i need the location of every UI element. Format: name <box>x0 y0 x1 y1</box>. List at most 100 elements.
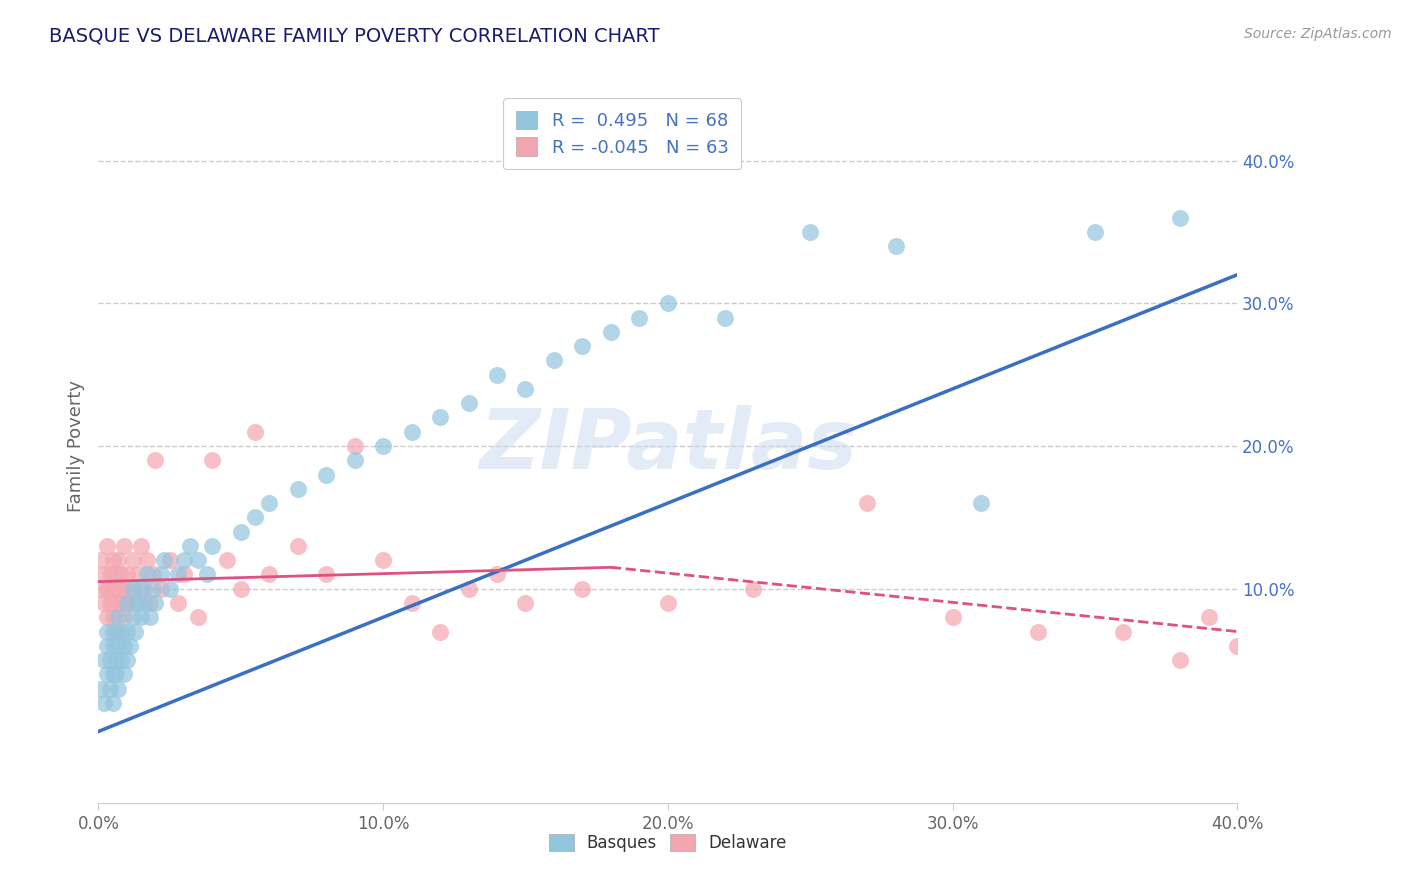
Legend: Basques, Delaware: Basques, Delaware <box>541 827 794 859</box>
Point <box>118 639 141 653</box>
Text: Source: ZipAtlas.com: Source: ZipAtlas.com <box>1244 27 1392 41</box>
Point <box>1084 225 1107 239</box>
Point <box>93 696 115 710</box>
Point <box>543 353 565 368</box>
Point <box>127 596 149 610</box>
Point <box>121 610 143 624</box>
Point <box>167 596 190 610</box>
Point <box>150 582 173 596</box>
Point <box>515 596 537 610</box>
Point <box>101 582 124 596</box>
Point <box>98 567 121 582</box>
Point <box>159 582 181 596</box>
Point <box>970 496 993 510</box>
Point <box>714 310 737 325</box>
Point <box>115 596 138 610</box>
Point <box>173 553 195 567</box>
Point <box>742 582 765 596</box>
Point <box>132 596 155 610</box>
Point <box>799 225 821 239</box>
Point <box>657 596 679 610</box>
Point <box>98 681 121 696</box>
Point <box>98 653 121 667</box>
Point <box>96 667 118 681</box>
Point <box>93 567 115 582</box>
Point <box>107 639 129 653</box>
Point <box>90 681 112 696</box>
Point <box>401 425 423 439</box>
Point <box>1026 624 1049 639</box>
Point <box>112 582 135 596</box>
Point <box>101 667 124 681</box>
Point <box>229 582 252 596</box>
Point <box>135 567 157 582</box>
Point <box>110 624 132 639</box>
Point <box>343 453 366 467</box>
Text: ZIPatlas: ZIPatlas <box>479 406 856 486</box>
Point <box>1170 653 1192 667</box>
Point <box>457 396 479 410</box>
Point <box>942 610 965 624</box>
Point <box>96 539 118 553</box>
Point <box>101 553 124 567</box>
Point <box>138 596 160 610</box>
Point <box>107 553 129 567</box>
Point <box>229 524 252 539</box>
Point <box>101 639 124 653</box>
Point <box>101 696 124 710</box>
Point <box>1170 211 1192 225</box>
Point <box>138 610 160 624</box>
Point <box>343 439 366 453</box>
Point <box>107 610 129 624</box>
Point <box>96 610 118 624</box>
Point <box>127 567 149 582</box>
Point <box>315 567 337 582</box>
Point <box>657 296 679 310</box>
Point <box>107 681 129 696</box>
Point <box>429 624 451 639</box>
Point <box>104 653 127 667</box>
Point <box>98 596 121 610</box>
Point <box>243 510 266 524</box>
Point <box>115 567 138 582</box>
Point <box>107 582 129 596</box>
Point <box>110 596 132 610</box>
Point <box>486 567 509 582</box>
Point <box>93 596 115 610</box>
Point <box>101 624 124 639</box>
Point <box>121 553 143 567</box>
Point <box>124 624 146 639</box>
Point <box>150 567 173 582</box>
Point <box>115 596 138 610</box>
Point <box>104 667 127 681</box>
Point <box>141 567 163 582</box>
Point <box>215 553 238 567</box>
Point <box>315 467 337 482</box>
Point <box>129 539 152 553</box>
Point <box>129 610 152 624</box>
Point <box>112 667 135 681</box>
Point <box>153 553 176 567</box>
Point <box>129 582 152 596</box>
Point <box>96 582 118 596</box>
Point <box>201 453 224 467</box>
Point <box>90 553 112 567</box>
Point <box>1112 624 1135 639</box>
Point <box>104 624 127 639</box>
Point <box>179 539 201 553</box>
Point <box>1226 639 1249 653</box>
Point <box>112 639 135 653</box>
Point <box>486 368 509 382</box>
Point <box>259 496 281 510</box>
Point <box>287 482 309 496</box>
Point <box>110 653 132 667</box>
Point <box>571 339 593 353</box>
Point <box>159 553 181 567</box>
Point <box>243 425 266 439</box>
Point <box>135 553 157 567</box>
Point <box>1198 610 1220 624</box>
Point <box>167 567 190 582</box>
Point <box>118 582 141 596</box>
Point <box>373 553 395 567</box>
Point <box>173 567 195 582</box>
